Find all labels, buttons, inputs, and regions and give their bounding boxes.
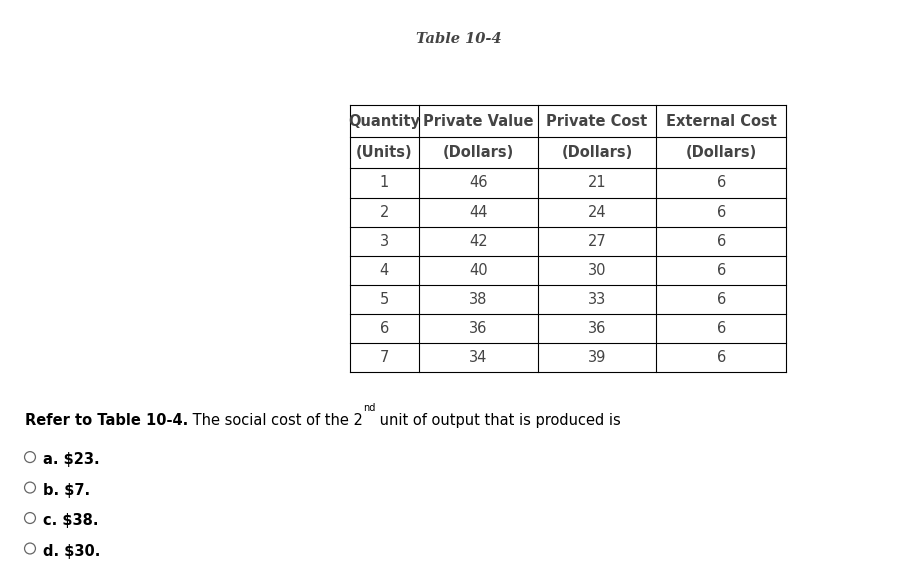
Text: 38: 38 <box>469 292 487 307</box>
Text: 5: 5 <box>380 292 389 307</box>
Text: nd: nd <box>363 403 375 413</box>
Text: Private Value: Private Value <box>423 114 534 129</box>
Text: (Dollars): (Dollars) <box>685 145 757 160</box>
Text: 21: 21 <box>587 175 606 190</box>
Text: (Dollars): (Dollars) <box>443 145 514 160</box>
Text: 36: 36 <box>469 321 487 336</box>
Text: 7: 7 <box>380 350 389 365</box>
Text: Quantity: Quantity <box>348 114 421 129</box>
Text: 1: 1 <box>380 175 389 190</box>
Text: c. $38.: c. $38. <box>43 513 98 529</box>
Text: 4: 4 <box>380 263 389 278</box>
Text: 6: 6 <box>716 321 726 336</box>
Text: 6: 6 <box>716 234 726 248</box>
Text: Table 10-4: Table 10-4 <box>416 32 502 46</box>
Text: 46: 46 <box>469 175 487 190</box>
Text: 34: 34 <box>469 350 487 365</box>
Text: a. $23.: a. $23. <box>43 452 99 468</box>
Text: b. $7.: b. $7. <box>43 483 90 498</box>
Text: 30: 30 <box>588 263 606 278</box>
Text: 6: 6 <box>716 205 726 220</box>
Text: 36: 36 <box>588 321 606 336</box>
Text: 6: 6 <box>716 263 726 278</box>
Text: 39: 39 <box>588 350 606 365</box>
Text: 44: 44 <box>469 205 487 220</box>
Text: 24: 24 <box>587 205 606 220</box>
Text: 6: 6 <box>716 292 726 307</box>
Text: 40: 40 <box>469 263 487 278</box>
Text: 3: 3 <box>380 234 389 248</box>
Text: 6: 6 <box>716 175 726 190</box>
Text: External Cost: External Cost <box>665 114 776 129</box>
Text: Private Cost: Private Cost <box>546 114 647 129</box>
Text: (Dollars): (Dollars) <box>561 145 633 160</box>
Text: Refer to Table 10-4.: Refer to Table 10-4. <box>25 413 188 428</box>
Text: 42: 42 <box>469 234 487 248</box>
Text: 6: 6 <box>380 321 389 336</box>
Text: 2: 2 <box>380 205 389 220</box>
Text: 6: 6 <box>716 350 726 365</box>
Text: unit of output that is produced is: unit of output that is produced is <box>375 413 621 428</box>
Text: 27: 27 <box>587 234 606 248</box>
Text: 33: 33 <box>588 292 606 307</box>
Text: (Units): (Units) <box>356 145 413 160</box>
Text: The social cost of the 2: The social cost of the 2 <box>188 413 363 428</box>
Text: d. $30.: d. $30. <box>43 544 100 559</box>
